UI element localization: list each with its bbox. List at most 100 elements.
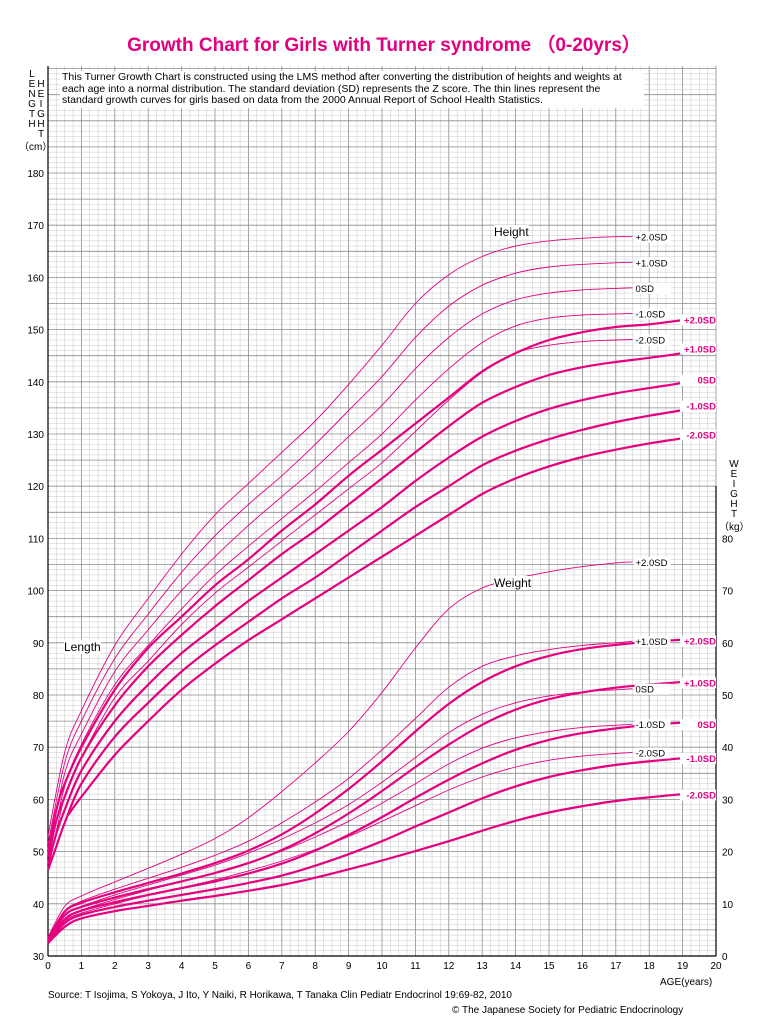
height-turner-curve xyxy=(46,315,717,852)
x-tick-label: 0 xyxy=(45,961,51,972)
sd-label-bg xyxy=(680,343,716,355)
weight-label: Weight xyxy=(494,576,532,590)
sd-label: -1.0SD xyxy=(686,754,716,765)
grid xyxy=(47,66,717,957)
y-left-tick-label: 120 xyxy=(27,482,44,493)
sd-label-bg xyxy=(680,400,716,412)
sd-label-bg xyxy=(634,747,671,759)
sd-label: 0SD xyxy=(698,376,717,387)
sd-label: +1.0SD xyxy=(636,258,668,269)
sd-label-bg xyxy=(680,789,716,801)
height-turner-curve xyxy=(46,344,717,858)
x-tick-label: 19 xyxy=(677,961,689,972)
sd-label: 0SD xyxy=(636,685,655,696)
y-right-tick-label: 10 xyxy=(722,900,734,911)
weight-reference-curve xyxy=(47,688,633,941)
y-right-tick-label: 70 xyxy=(722,587,734,598)
weight-turner-curve xyxy=(47,790,717,944)
height-turner-curve xyxy=(46,375,717,865)
sd-label: +1.0SD xyxy=(636,637,668,648)
sd-label-bg xyxy=(634,719,671,731)
sd-labels: +2.0SD +1.0SD 0SD -1.0SD -2.0SD +2.0SD +1.0SD 0… xyxy=(634,231,717,802)
y-left-tick-label: 140 xyxy=(27,378,44,389)
y-right-tick-label: 80 xyxy=(722,534,734,545)
x-tick-label: 12 xyxy=(443,961,455,972)
sd-label-bg xyxy=(634,282,671,294)
y-left-tick-label: 170 xyxy=(27,221,44,232)
copyright: © The Japanese Society for Pediatric End… xyxy=(452,1005,684,1016)
weight-turner-curve xyxy=(47,753,717,943)
height-turner-curve xyxy=(46,401,717,871)
y-left-tick-label: 30 xyxy=(33,952,45,963)
height-reference-curve xyxy=(47,312,633,863)
weight-turner-curve xyxy=(47,720,717,942)
x-tick-label: 17 xyxy=(610,961,622,972)
y-right-tick-label: 60 xyxy=(722,639,734,650)
sd-label: +2.0SD xyxy=(684,316,716,327)
y-left-tick-label: 40 xyxy=(33,900,45,911)
sd-label-bg xyxy=(680,677,716,689)
weight-turner-curve xyxy=(47,678,717,941)
x-tick-label: 6 xyxy=(246,961,252,972)
x-tick-label: 13 xyxy=(477,961,489,972)
sd-label: +2.0SD xyxy=(636,233,668,244)
sd-label: -1.0SD xyxy=(636,309,666,320)
height-reference-curve xyxy=(47,261,633,844)
x-axis-unit: AGE(years) xyxy=(660,977,713,988)
height-label: Height xyxy=(494,225,529,239)
x-tick-label: 1 xyxy=(79,961,85,972)
y-left-tick-label: 100 xyxy=(27,587,44,598)
sd-label: +1.0SD xyxy=(684,678,716,689)
x-tick-label: 8 xyxy=(312,961,318,972)
height-turner-curve xyxy=(67,430,717,816)
weight-reference-curve xyxy=(47,640,633,940)
y-left-tick-label: 80 xyxy=(33,691,45,702)
sd-label-bg xyxy=(680,374,716,386)
y-right-tick-label: 40 xyxy=(722,743,734,754)
sd-label-bg xyxy=(680,635,716,647)
sd-label-bg xyxy=(634,636,671,648)
sd-label-bg xyxy=(634,231,671,243)
x-tick-label: 15 xyxy=(543,961,555,972)
height-reference-curve xyxy=(47,339,633,871)
x-tick-label: 18 xyxy=(644,961,656,972)
sd-label-bg xyxy=(680,314,716,326)
sd-label: -1.0SD xyxy=(636,720,666,731)
growth-curves xyxy=(46,236,717,944)
height-reference-curve xyxy=(47,236,633,836)
length-label: Length xyxy=(64,640,101,654)
y-left-tick-label: 160 xyxy=(27,273,44,284)
y-left-tick-label: 180 xyxy=(27,169,44,180)
sd-label-bg xyxy=(634,556,671,568)
x-tick-label: 16 xyxy=(577,961,589,972)
y-left-tick-label: 50 xyxy=(33,848,45,859)
y-left-tick-label: 70 xyxy=(33,743,45,754)
right-axis-unit: （kg） xyxy=(719,522,750,533)
x-tick-label: 10 xyxy=(376,961,388,972)
y-left-tick-label: 130 xyxy=(27,430,44,441)
weight-turner-curve xyxy=(47,636,717,940)
left-axis-unit: （cm） xyxy=(19,142,53,153)
sd-label: -2.0SD xyxy=(636,748,666,759)
sd-label: -1.0SD xyxy=(686,402,716,413)
x-tick-label: 2 xyxy=(112,961,118,972)
chart-description: This Turner Growth Chart is constructed … xyxy=(60,71,644,108)
sd-label-bg xyxy=(680,719,716,731)
sd-label: 0SD xyxy=(636,284,655,295)
y-right-tick-label: 20 xyxy=(722,848,734,859)
sd-label: -2.0SD xyxy=(636,336,666,347)
y-left-tick-label: 90 xyxy=(33,639,45,650)
y-right-tick-label: 0 xyxy=(722,952,728,963)
x-tick-label: 9 xyxy=(346,961,352,972)
chart-title: Growth Chart for Girls with Turner syndr… xyxy=(127,35,641,56)
sd-label-bg xyxy=(634,683,671,695)
x-tick-label: 20 xyxy=(710,961,722,972)
sd-label: +2.0SD xyxy=(636,558,668,569)
y-left-tick-label: 60 xyxy=(33,795,45,806)
sd-label-bg xyxy=(634,334,671,346)
axis-ticks: 0 1 2 3 4 5 6 7 8 9 10 11 12 13 14 15 16 17 18 19 2030405060… xyxy=(27,169,733,972)
sd-label-bg xyxy=(680,753,716,765)
